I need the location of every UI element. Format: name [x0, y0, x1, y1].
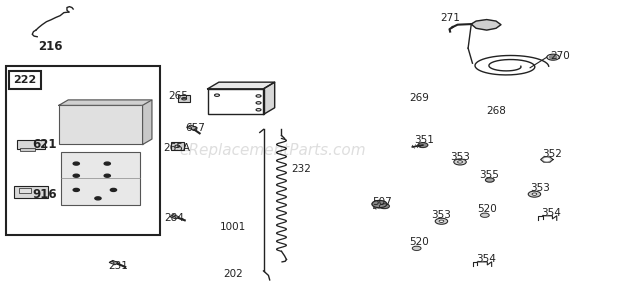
Circle shape: [95, 197, 101, 200]
Bar: [14, 186, 48, 198]
Text: 265: 265: [169, 91, 188, 101]
Text: 520: 520: [477, 204, 497, 214]
Text: 268: 268: [487, 106, 507, 116]
Polygon shape: [59, 100, 152, 105]
Text: 269: 269: [409, 93, 429, 103]
Circle shape: [549, 55, 557, 59]
Circle shape: [104, 174, 110, 177]
Text: 353: 353: [431, 210, 451, 220]
Circle shape: [104, 162, 110, 165]
Text: 520: 520: [409, 237, 429, 247]
Text: 284: 284: [164, 213, 184, 223]
Bar: [61, 152, 140, 205]
Text: 216: 216: [38, 40, 63, 53]
Circle shape: [480, 213, 489, 217]
Circle shape: [485, 178, 494, 182]
Bar: [9, 71, 41, 89]
Text: 231: 231: [108, 261, 128, 272]
Text: 621: 621: [32, 138, 57, 151]
Text: 354: 354: [476, 254, 496, 265]
Circle shape: [73, 188, 79, 191]
Circle shape: [372, 200, 387, 208]
Circle shape: [412, 246, 421, 250]
Bar: [20, 148, 35, 151]
Polygon shape: [143, 100, 152, 144]
Bar: [178, 95, 190, 102]
Bar: [187, 125, 197, 130]
Text: 271: 271: [440, 13, 460, 23]
Circle shape: [439, 220, 444, 222]
Polygon shape: [541, 157, 553, 162]
Circle shape: [532, 193, 537, 195]
Circle shape: [458, 161, 463, 163]
Text: 353: 353: [450, 151, 470, 162]
Text: 351: 351: [414, 135, 434, 145]
Text: 916: 916: [32, 188, 57, 201]
Polygon shape: [264, 82, 275, 114]
Circle shape: [110, 188, 117, 191]
Text: 202: 202: [223, 269, 243, 279]
Polygon shape: [208, 82, 275, 89]
Bar: [170, 215, 179, 219]
Text: 265A: 265A: [164, 143, 191, 153]
Text: eReplacementParts.com: eReplacementParts.com: [179, 143, 366, 158]
Circle shape: [454, 159, 466, 165]
Text: 1001: 1001: [220, 222, 246, 232]
Circle shape: [544, 158, 549, 161]
Bar: [59, 105, 143, 144]
Circle shape: [73, 174, 79, 177]
Text: 507: 507: [372, 197, 392, 207]
Bar: [19, 188, 31, 193]
Text: 355: 355: [479, 169, 499, 180]
Bar: [109, 260, 118, 265]
Circle shape: [379, 204, 389, 209]
Circle shape: [418, 143, 428, 147]
Text: 352: 352: [542, 148, 562, 159]
Bar: [208, 89, 264, 114]
Text: 354: 354: [541, 208, 561, 218]
Text: 657: 657: [185, 123, 205, 133]
Circle shape: [435, 218, 448, 224]
Text: 222: 222: [13, 75, 37, 85]
Text: 270: 270: [551, 51, 570, 61]
Circle shape: [528, 191, 541, 197]
Text: 353: 353: [530, 183, 550, 193]
Bar: [170, 142, 184, 150]
Text: 232: 232: [291, 163, 311, 174]
Bar: [17, 140, 45, 149]
Bar: [6, 66, 160, 235]
Polygon shape: [471, 20, 501, 30]
Circle shape: [73, 162, 79, 165]
